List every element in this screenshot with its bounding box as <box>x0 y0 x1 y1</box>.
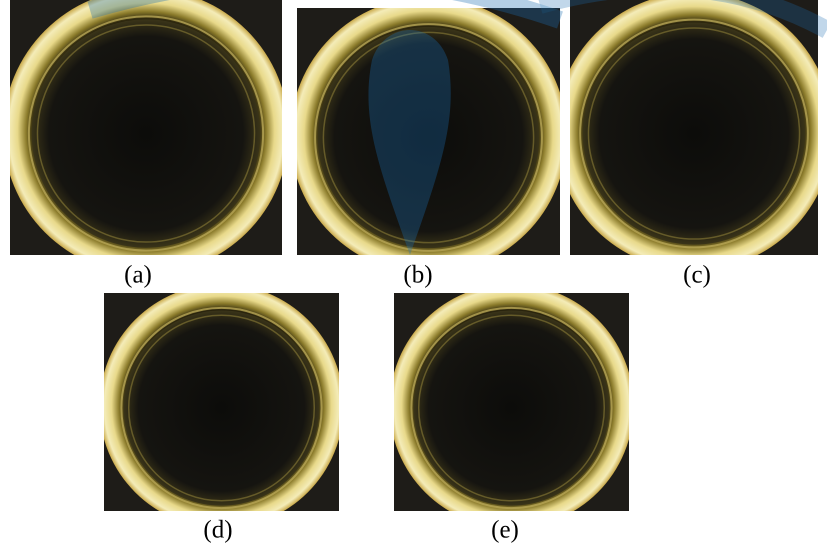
photo-content <box>389 284 633 528</box>
dish-inner <box>414 310 609 505</box>
dish-inner <box>583 22 805 244</box>
photo: (d) <box>99 284 343 544</box>
figure: (a) (b) (c) (d) (e) <box>0 0 827 546</box>
panel-label: (d) <box>203 517 232 544</box>
dish-inner <box>32 19 260 247</box>
photo: (e) <box>389 284 633 544</box>
panel-label: (c) <box>683 262 711 289</box>
panel-label: (e) <box>491 517 519 544</box>
photo: (c) <box>555 0 827 289</box>
photo-content <box>99 284 343 528</box>
panel-label: (b) <box>403 262 432 289</box>
photo-content <box>3 0 289 274</box>
photo-content <box>555 0 827 270</box>
dish-inner <box>124 310 319 505</box>
panel-label: (a) <box>124 262 152 289</box>
photo: (a) <box>3 0 289 289</box>
